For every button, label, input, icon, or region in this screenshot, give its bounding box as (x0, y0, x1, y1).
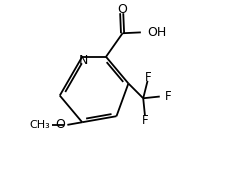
Text: F: F (141, 114, 148, 127)
Text: O: O (55, 118, 65, 131)
Text: O: O (116, 3, 126, 16)
Text: OH: OH (147, 26, 166, 39)
Text: F: F (164, 90, 171, 103)
Text: F: F (144, 70, 151, 83)
Text: N: N (79, 54, 88, 67)
Text: CH₃: CH₃ (29, 120, 50, 130)
